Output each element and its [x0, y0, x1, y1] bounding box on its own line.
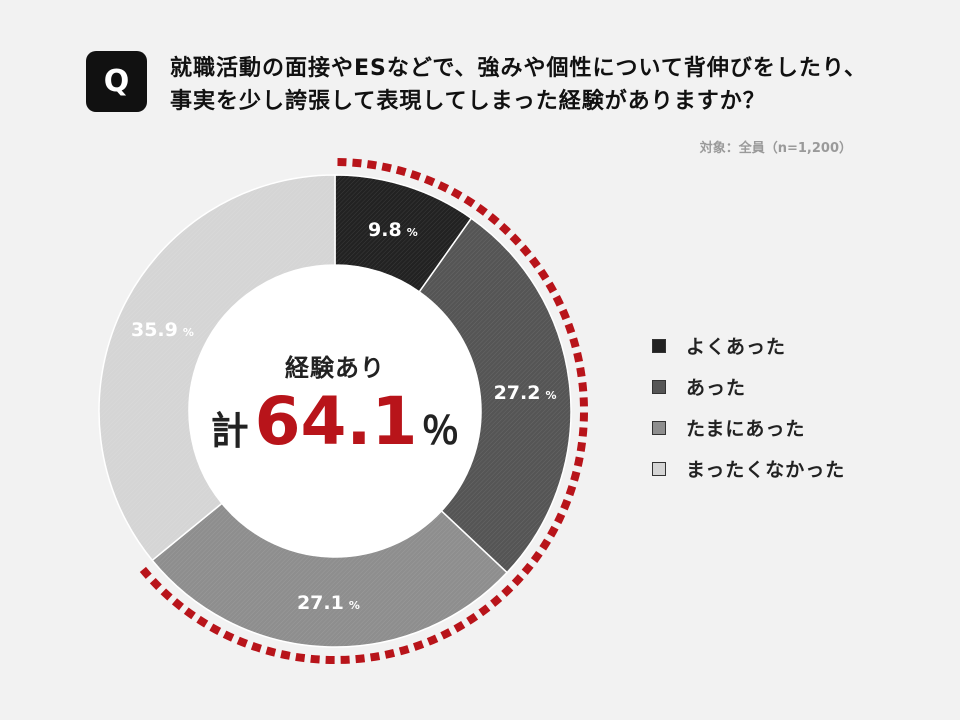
slice-hatch-3	[99, 175, 335, 561]
legend-item: あった	[652, 366, 845, 407]
center-total-unit: ％	[421, 409, 460, 453]
question-line-2: 事実を少し誇張して表現してしまった経験がありますか？	[170, 89, 766, 114]
highlight-arc	[139, 158, 588, 664]
slice-label-0: 9.8%	[368, 219, 418, 241]
legend-label: あった	[686, 377, 747, 399]
center-total-prefix: 計	[210, 409, 249, 453]
slice-label-3: 35.9%	[131, 319, 194, 341]
slice-hatch-1	[419, 218, 571, 573]
slice-label-1: 27.2%	[494, 382, 557, 404]
donut-hatch-overlay	[99, 175, 571, 647]
slice-hatch-2	[152, 503, 508, 647]
question-text: 就職活動の面接やESなどで、強みや個性について背伸びをしたり、 事実を少し誇張し…	[170, 52, 910, 118]
legend-label: まったくなかった	[686, 459, 846, 481]
legend-swatch-0	[652, 338, 666, 353]
sample-scope-note: 対象：全員（n=1,200）	[699, 141, 852, 156]
legend-item: まったくなかった	[652, 448, 845, 489]
legend-item: よくあった	[652, 325, 845, 366]
question-line-1: 就職活動の面接やESなどで、強みや個性について背伸びをしたり、	[170, 56, 868, 81]
legend: よくあった あった たまにあった まったくなかった	[652, 325, 845, 489]
center-total: 計 64.1 ％	[205, 383, 465, 460]
slice-labels: 9.8 % 27.2 % 27.1 % 35.9%	[131, 219, 557, 614]
legend-label: たまにあった	[686, 418, 806, 440]
slice-label-2: 27.1%	[297, 592, 360, 614]
legend-item: たまにあった	[652, 407, 845, 448]
center-total-value: 64.1	[254, 383, 418, 460]
slice-hatch-0	[335, 175, 472, 292]
legend-swatch-2	[652, 420, 666, 435]
center-label: 経験あり	[285, 354, 385, 382]
donut-hole	[189, 265, 481, 557]
legend-label: よくあった	[686, 336, 787, 358]
question-badge: Q	[86, 51, 147, 112]
legend-swatch-3	[652, 461, 666, 476]
legend-swatch-1	[652, 379, 666, 394]
